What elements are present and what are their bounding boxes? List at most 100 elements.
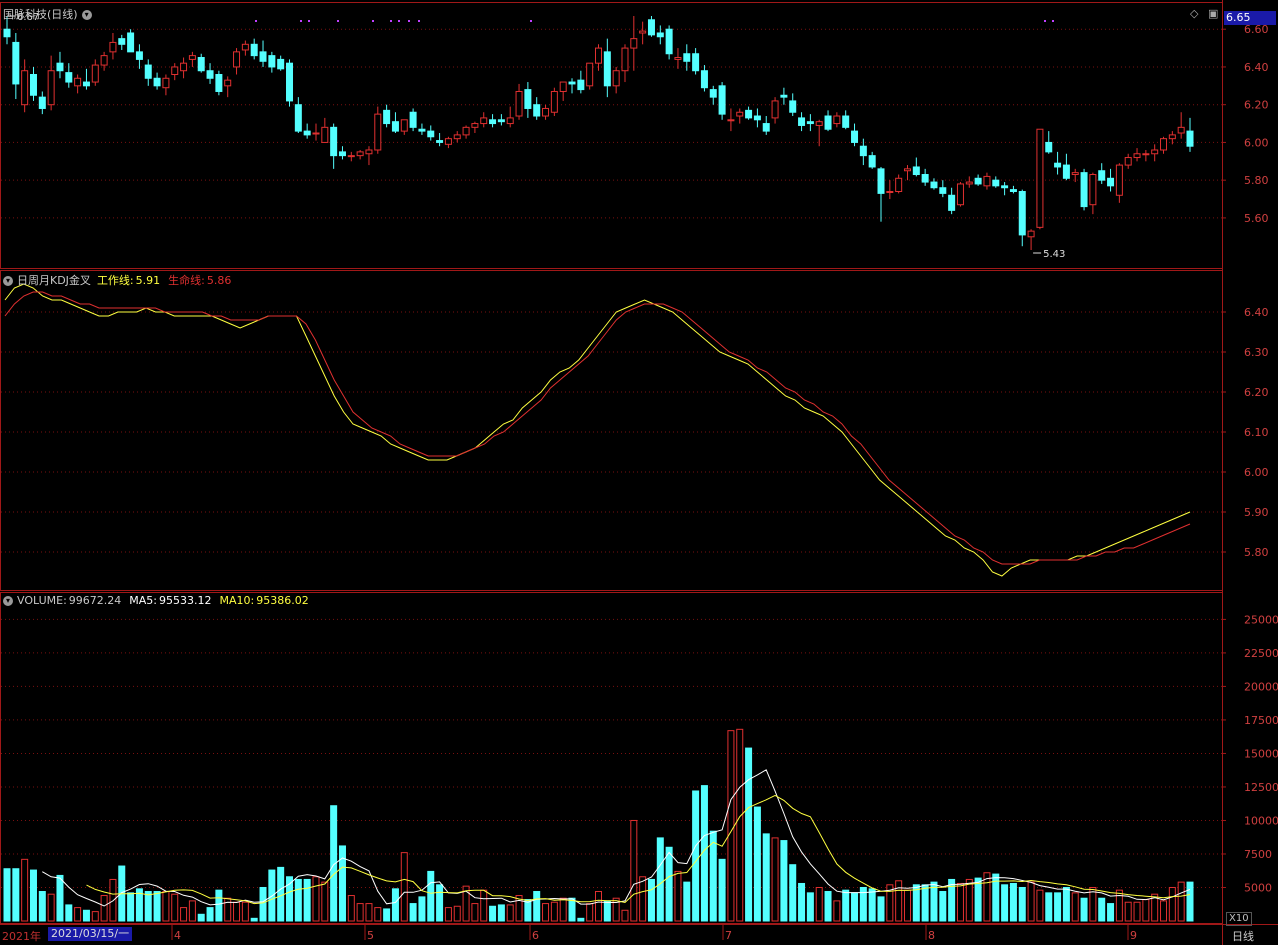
- kdj-title[interactable]: 日周月KDJ金叉: [17, 274, 91, 287]
- candle-body: [603, 51, 611, 87]
- volume-bar: [153, 891, 161, 922]
- event-marker: [300, 20, 302, 22]
- candle-body: [286, 62, 294, 102]
- volume-bar: [1177, 881, 1185, 922]
- candle-body: [1160, 138, 1168, 151]
- volume-bar: [824, 891, 832, 922]
- volume-bar: [851, 892, 859, 922]
- candle-body: [983, 175, 991, 187]
- candle-body: [595, 47, 602, 64]
- volume-bar: [171, 893, 179, 922]
- candle-body: [753, 115, 761, 121]
- price-tick-label: 5.80: [1244, 174, 1269, 187]
- window-icon[interactable]: ▣: [1207, 7, 1219, 20]
- kdj-series-work-line: [4, 283, 1191, 577]
- candle-body: [29, 74, 37, 96]
- candle-body: [771, 100, 779, 119]
- candle-body: [1071, 172, 1079, 176]
- volume-bar: [1142, 899, 1150, 922]
- year-label: 2021年: [2, 930, 41, 943]
- volume-bar: [321, 881, 329, 922]
- volume-bar: [1168, 886, 1176, 922]
- volume-bar: [259, 886, 267, 922]
- event-marker: [372, 20, 374, 22]
- volume-bar: [868, 888, 876, 922]
- volume-bar: [100, 895, 108, 922]
- volume-multiplier: X10: [1226, 912, 1252, 926]
- volume-bar: [294, 878, 302, 922]
- timeframe-button[interactable]: 日线: [1232, 930, 1254, 943]
- diamond-icon[interactable]: ◇: [1190, 7, 1199, 20]
- time-tick-label: 7: [725, 929, 732, 942]
- candle-body: [736, 111, 744, 117]
- ma10-label: MA10:: [219, 594, 255, 607]
- volume-bar: [383, 908, 391, 922]
- candle-body: [656, 32, 664, 38]
- volume-bar: [912, 884, 920, 922]
- volume-bar: [798, 882, 806, 922]
- volume-tick-label: 5000: [1244, 881, 1272, 894]
- candle-body: [1036, 128, 1044, 228]
- volume-bar: [974, 877, 982, 922]
- volume-bar: [286, 876, 294, 922]
- kdj-collapse-icon[interactable]: ▾: [3, 276, 13, 286]
- volume-bar: [241, 901, 249, 922]
- volume-bar: [135, 888, 143, 922]
- volume-bar: [144, 891, 152, 922]
- collapse-icon[interactable]: ▾: [81, 10, 92, 20]
- candle-body: [180, 62, 188, 72]
- candle-body: [877, 168, 885, 194]
- candle-body: [542, 107, 550, 117]
- candle-body: [956, 183, 964, 206]
- candle-body: [1177, 126, 1185, 134]
- candle-body: [12, 41, 20, 85]
- ma10-value: 95386.02: [256, 594, 309, 607]
- volume-bar: [586, 903, 594, 922]
- volume-bar: [833, 900, 841, 922]
- kdj-tick-label: 6.10: [1244, 426, 1269, 439]
- volume-bar: [250, 917, 258, 922]
- high-price-annotation: 6.67: [17, 12, 39, 23]
- candle-body: [1062, 164, 1070, 179]
- candle-body: [577, 79, 585, 91]
- candle-body: [3, 28, 11, 38]
- candle-body: [974, 177, 982, 185]
- volume-bar: [347, 895, 355, 922]
- volume-bar: [1107, 903, 1115, 922]
- candle-body: [1018, 191, 1026, 236]
- candle-body: [665, 28, 673, 55]
- candle-body: [400, 119, 408, 132]
- candle-body: [188, 55, 196, 60]
- candle-body: [356, 151, 364, 157]
- candle-body: [197, 57, 205, 72]
- volume-bar: [948, 878, 956, 922]
- volume-bar: [215, 889, 223, 922]
- volume-bar: [753, 806, 761, 922]
- volume-bar: [1071, 892, 1079, 922]
- volume-bar: [462, 885, 470, 922]
- candle-body: [250, 43, 258, 57]
- candle-body: [824, 115, 832, 130]
- candle-body: [74, 77, 82, 87]
- volume-bar: [1151, 893, 1159, 922]
- candle-body: [886, 191, 894, 193]
- candle-body: [965, 181, 973, 185]
- candle-body: [436, 140, 444, 143]
- event-marker: [530, 20, 532, 22]
- candle-body: [745, 109, 753, 119]
- volume-collapse-icon[interactable]: ▾: [3, 596, 13, 606]
- time-tick-label: 4: [174, 929, 181, 942]
- candle-body: [506, 117, 514, 125]
- stock-title[interactable]: 国脉科技(日线): [3, 8, 78, 21]
- candle-body: [338, 151, 346, 157]
- volume-bar: [47, 893, 55, 922]
- volume-bar: [727, 730, 735, 922]
- panel-icons: ◇ ▣: [1190, 7, 1218, 20]
- volume-bars: [3, 728, 1194, 922]
- kdj-series-life-line: [4, 291, 1191, 565]
- volume-bar: [1054, 892, 1062, 922]
- volume-bar: [877, 896, 885, 922]
- volume-label[interactable]: VOLUME:: [17, 594, 67, 607]
- kdj-tick-label: 5.90: [1244, 506, 1269, 519]
